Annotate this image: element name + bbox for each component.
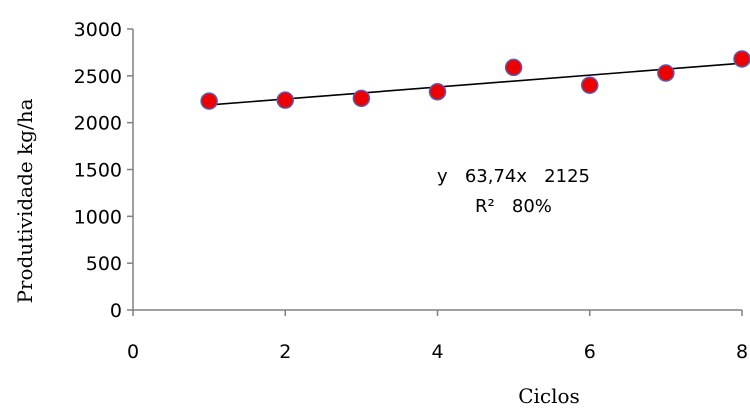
trendline (209, 62, 743, 106)
data-point (657, 64, 675, 82)
y-axis-title: Produtividade kg/ha (13, 98, 37, 303)
data-point (276, 91, 294, 109)
y-tick-label: 1000 (74, 206, 122, 228)
data-point (428, 83, 447, 101)
data-point (581, 76, 599, 94)
data-point (352, 89, 371, 108)
data-point (200, 92, 218, 110)
y-tick-label: 0 (110, 300, 122, 322)
data-point (504, 58, 523, 77)
y-tick-label: 500 (86, 253, 122, 275)
x-tick-label: 6 (584, 341, 596, 363)
data-point (733, 50, 750, 68)
r-squared-annotation: R² 80% (475, 196, 552, 217)
y-tick-label: 2500 (74, 66, 122, 88)
y-tick-label: 1500 (74, 160, 122, 182)
x-tick-label: 2 (279, 341, 291, 363)
x-tick-label: 8 (736, 341, 748, 363)
equation-annotation: y 63,74x 2125 (437, 166, 590, 187)
x-tick-label: 0 (127, 341, 139, 363)
x-tick-label: 4 (431, 341, 443, 363)
y-tick-label: 2000 (74, 113, 122, 135)
x-axis-title: Ciclos (518, 384, 580, 408)
y-tick-label: 3000 (74, 19, 122, 41)
